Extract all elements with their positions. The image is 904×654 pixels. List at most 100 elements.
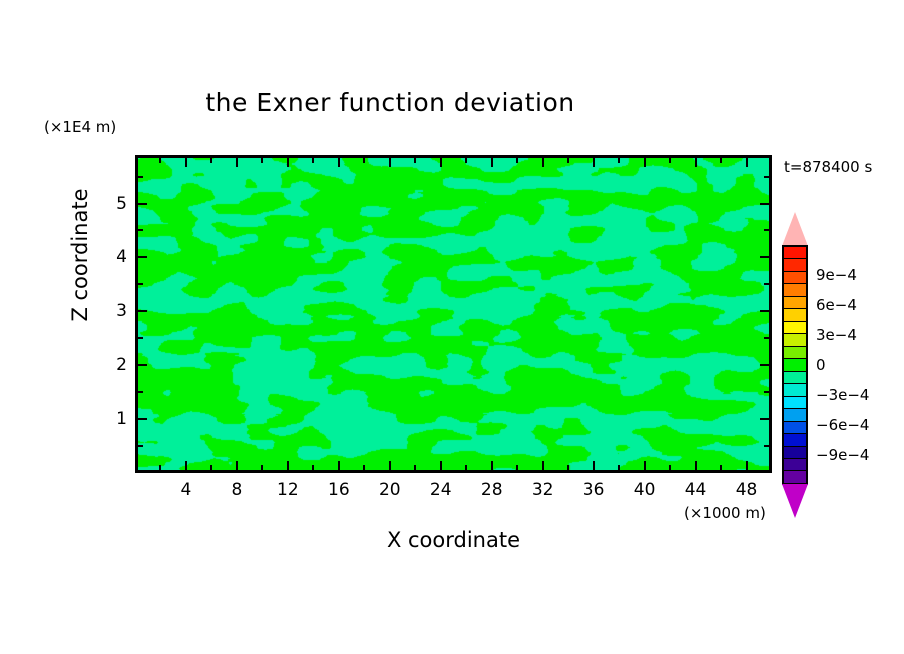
- colorbar-band: [784, 247, 806, 260]
- x-axis-tick: [439, 461, 442, 470]
- colorbar-band: [784, 296, 806, 310]
- x-axis-tick-top: [465, 158, 468, 163]
- colorbar-band: [784, 421, 806, 435]
- y-axis-tick-label: 2: [116, 355, 127, 376]
- x-axis-tick: [261, 465, 264, 470]
- y-axis-tick-right: [760, 256, 769, 259]
- x-axis-tick: [643, 461, 646, 470]
- x-axis-tick: [286, 461, 289, 470]
- x-axis-tick-top: [312, 158, 315, 163]
- x-axis-tick: [592, 461, 595, 470]
- x-axis-tick: [541, 461, 544, 470]
- y-axis-tick-right: [764, 283, 769, 286]
- y-axis-tick-right: [760, 310, 769, 313]
- colorbar-band: [784, 434, 806, 447]
- x-axis-tick-top: [643, 158, 646, 167]
- x-axis-tick: [567, 465, 570, 470]
- colorbar-band: [784, 321, 806, 335]
- x-axis-tick-label: 20: [378, 480, 401, 500]
- colorbar-band: [784, 309, 806, 322]
- colorbar-bands: [782, 245, 808, 485]
- x-axis-tick-top: [414, 158, 417, 163]
- y-axis-tick: [138, 229, 143, 232]
- x-axis-tick-label: 4: [180, 480, 192, 500]
- y-axis-tick: [138, 256, 147, 259]
- y-axis-tick: [138, 310, 147, 313]
- x-axis-tick-label: 44: [684, 480, 707, 500]
- x-axis-tick-label: 8: [231, 480, 243, 500]
- colorbar-tick-label: −9e−4: [816, 446, 870, 464]
- x-axis-tick: [490, 461, 493, 470]
- colorbar-band: [784, 346, 806, 360]
- y-axis-tick-label: 4: [116, 247, 127, 268]
- colorbar-top-arrow-icon: [782, 212, 808, 246]
- colorbar-bottom-arrow-icon: [782, 484, 808, 518]
- x-axis-tick-top: [337, 158, 340, 167]
- colorbar-tick-label: 3e−4: [816, 326, 857, 344]
- x-axis-tick-top: [388, 158, 391, 167]
- x-axis-tick-top: [567, 158, 570, 163]
- time-stamp-label: t=878400 s: [784, 158, 873, 176]
- colorbar-tick-label: 0: [816, 356, 826, 374]
- y-axis-tick: [138, 445, 143, 448]
- y-axis-tick: [138, 364, 147, 367]
- contour-field-canvas: [138, 158, 769, 470]
- x-axis-tick-label: 36: [582, 480, 605, 500]
- x-axis-tick: [516, 465, 519, 470]
- x-axis-tick: [184, 461, 187, 470]
- y-axis-tick: [138, 337, 143, 340]
- y-axis-tick-right: [760, 202, 769, 205]
- x-axis-tick-top: [159, 158, 162, 163]
- page-title: the Exner function deviation: [205, 88, 575, 117]
- x-axis-unit-label: (×1000 m): [684, 504, 766, 522]
- colorbar-band: [784, 396, 806, 410]
- x-axis-tick: [210, 465, 213, 470]
- y-axis-tick: [138, 418, 147, 421]
- x-axis-tick: [159, 465, 162, 470]
- colorbar-band: [784, 458, 806, 472]
- x-axis-title: X coordinate: [386, 528, 521, 552]
- y-axis-unit-label: (×1E4 m): [44, 118, 117, 136]
- y-axis-tick-label: 1: [116, 409, 127, 430]
- x-axis-tick: [337, 461, 340, 470]
- colorbar-band: [784, 471, 806, 483]
- x-axis-tick-label: 48: [735, 480, 758, 500]
- x-axis-tick-top: [618, 158, 621, 163]
- y-axis-tick: [138, 175, 143, 178]
- y-axis-tick-right: [764, 337, 769, 340]
- x-axis-tick-label: 28: [480, 480, 503, 500]
- x-axis-tick-top: [286, 158, 289, 167]
- x-axis-tick-top: [745, 158, 748, 167]
- x-axis-tick-top: [210, 158, 213, 163]
- y-axis-tick: [138, 283, 143, 286]
- colorbar-tick-label: −6e−4: [816, 416, 870, 434]
- x-axis-tick-top: [669, 158, 672, 163]
- colorbar-band: [784, 334, 806, 347]
- colorbar-band: [784, 259, 806, 272]
- x-axis-tick-top: [439, 158, 442, 167]
- x-axis-tick-top: [694, 158, 697, 167]
- y-axis-tick-right: [764, 445, 769, 448]
- x-axis-tick: [669, 465, 672, 470]
- x-axis-tick-top: [490, 158, 493, 167]
- x-axis-tick-top: [363, 158, 366, 163]
- x-axis-tick-top: [541, 158, 544, 167]
- y-axis-tick-right: [764, 229, 769, 232]
- x-axis-tick-top: [592, 158, 595, 167]
- y-axis-tick-label: 5: [116, 193, 127, 214]
- x-axis-tick: [235, 461, 238, 470]
- y-axis-tick-right: [764, 391, 769, 394]
- x-axis-tick: [363, 465, 366, 470]
- x-axis-tick: [720, 465, 723, 470]
- colorbar: 9e−4 6e−4 3e−4 0 −3e−4 −6e−4 −9e−4: [778, 212, 898, 518]
- x-axis-tick-top: [235, 158, 238, 167]
- x-axis-tick-top: [516, 158, 519, 163]
- y-axis-tick-right: [760, 364, 769, 367]
- y-axis-tick: [138, 202, 147, 205]
- y-axis-tick-right: [764, 175, 769, 178]
- y-axis-tick: [138, 391, 143, 394]
- x-axis-tick: [312, 465, 315, 470]
- colorbar-band: [784, 384, 806, 397]
- colorbar-band: [784, 409, 806, 422]
- x-axis-tick: [414, 465, 417, 470]
